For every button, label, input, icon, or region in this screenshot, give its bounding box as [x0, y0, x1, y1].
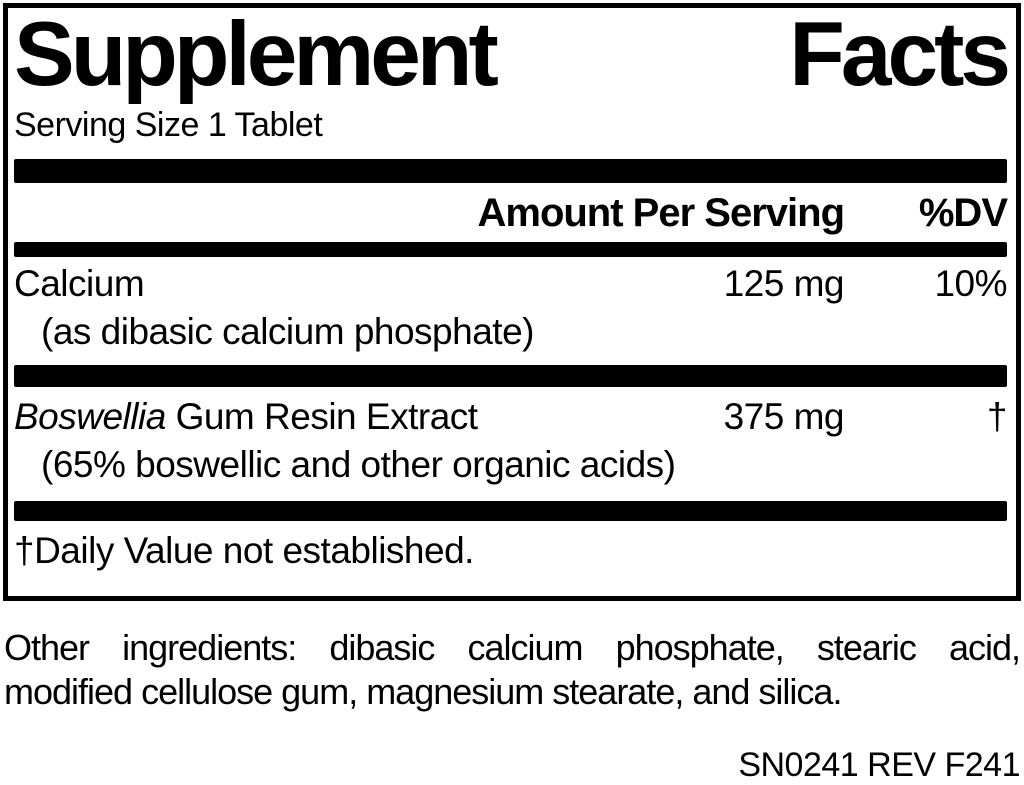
- amount-per-serving-header: Amount Per Serving: [477, 191, 845, 236]
- divider-bar-top: [14, 159, 1007, 184]
- percent-dv-header: %DV: [918, 191, 1008, 236]
- nutrient-name-italic: Boswellia: [14, 396, 166, 438]
- divider-bar-mid: [14, 365, 1007, 388]
- nutrient-row-calcium: Calcium 125 mg 10%: [14, 263, 1008, 306]
- nutrient-detail-calcium: (as dibasic calcium phosphate): [41, 310, 534, 352]
- supplement-facts-panel: Supplement Facts Serving Size 1 Tablet A…: [3, 3, 1021, 601]
- nutrient-row-boswellia: Boswellia Gum Resin Extract 375 mg †: [14, 396, 1008, 439]
- divider-bar-bottom: [14, 501, 1007, 522]
- nutrient-detail-boswellia: (65% boswellic and other organic acids): [41, 443, 676, 485]
- nutrient-name: Boswellia Gum Resin Extract: [14, 396, 724, 439]
- nutrient-name: Calcium: [14, 263, 145, 305]
- panel-title: Supplement Facts: [14, 4, 1011, 105]
- nutrient-dv-dagger: †: [986, 396, 1008, 438]
- other-ingredients-paragraph: Other ingredients: dibasic calcium phosp…: [4, 626, 1021, 714]
- panel-title-word-supplement: Supplement: [14, 4, 499, 105]
- rev-code: SN0241 REV F241: [738, 746, 1020, 784]
- nutrient-amount: 125 mg: [723, 263, 845, 305]
- serving-size-text: Serving Size 1 Tablet: [14, 106, 323, 145]
- other-ingredients-line-2: modified cellulose gum, magnesium steara…: [4, 671, 842, 712]
- nutrient-name-rest: Gum Resin Extract: [165, 396, 478, 438]
- panel-title-word-facts: Facts: [789, 4, 1011, 105]
- nutrient-amount: 375 mg: [723, 396, 845, 438]
- nutrient-dv: 10%: [934, 263, 1007, 305]
- daily-value-footnote: †Daily Value not established.: [14, 530, 474, 572]
- divider-bar-header: [14, 242, 1007, 258]
- other-ingredients-line-1: Other ingredients: dibasic calcium phosp…: [4, 627, 1021, 668]
- supplement-label: Supplement Facts Serving Size 1 Tablet A…: [0, 3, 1024, 784]
- column-header-row: Amount Per Serving %DV: [14, 190, 1008, 236]
